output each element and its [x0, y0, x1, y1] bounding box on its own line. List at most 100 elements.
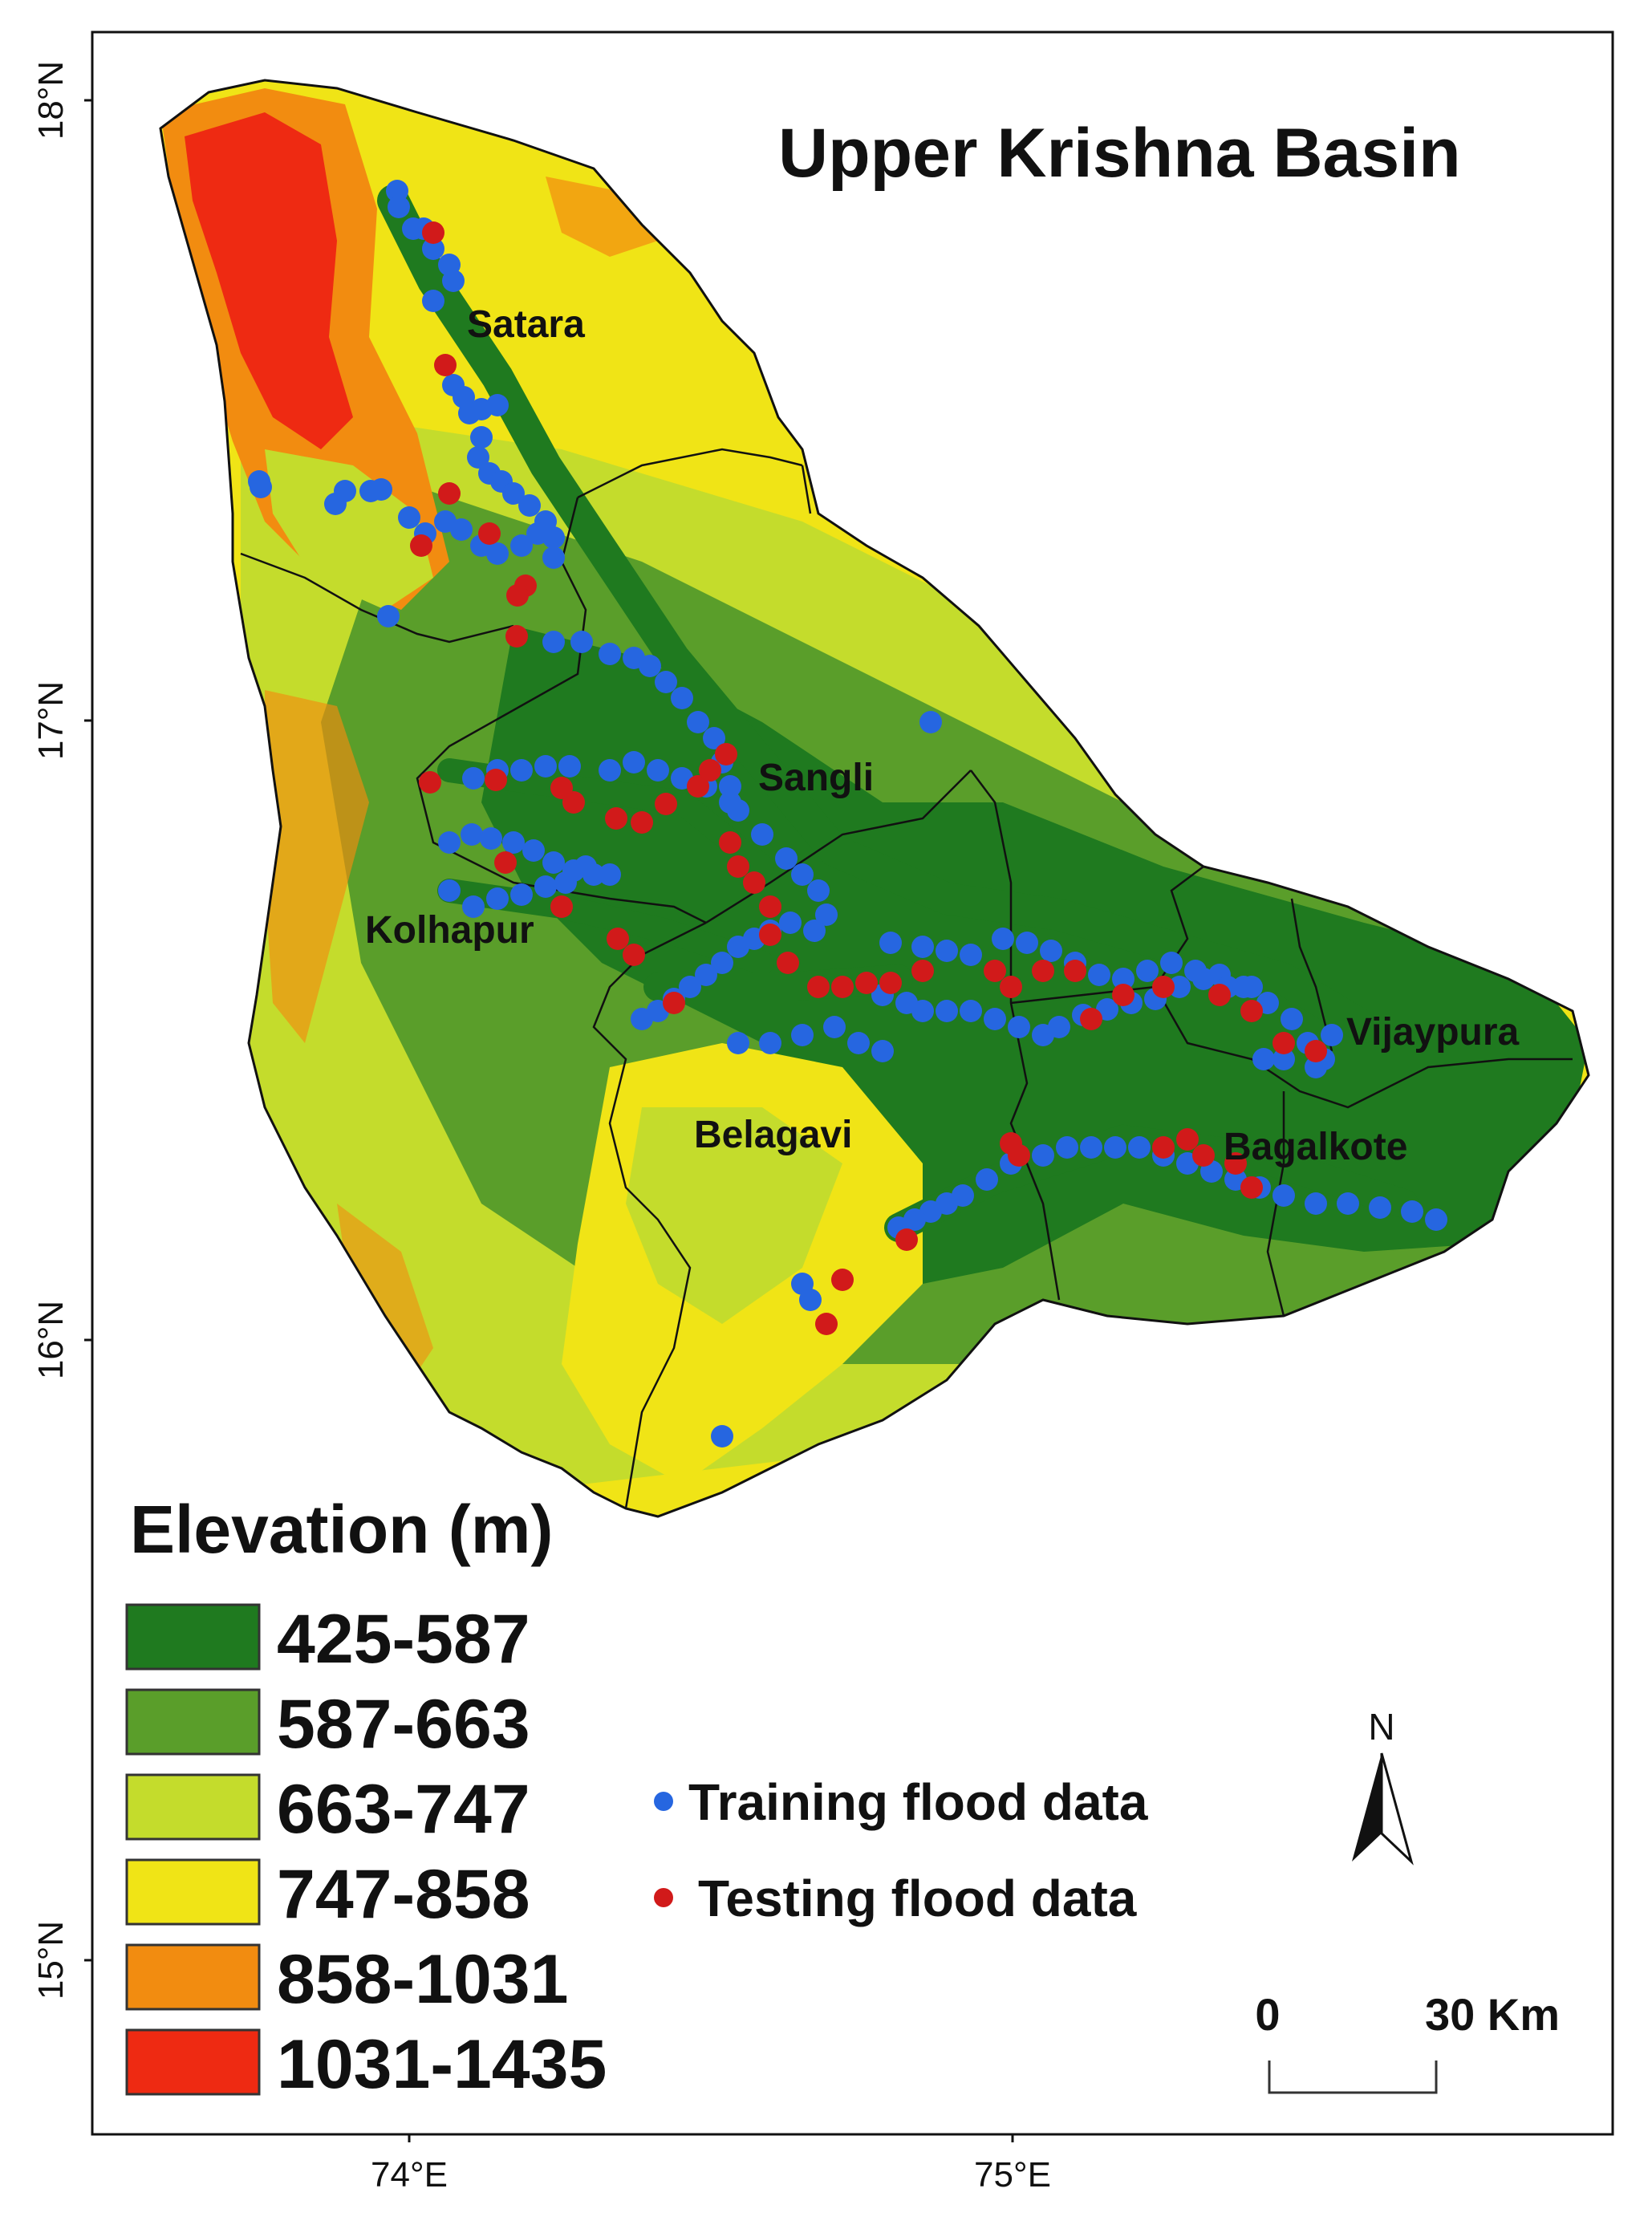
- legend-training-marker: [654, 1792, 673, 1811]
- scale-end-label: 30 Km: [1425, 1989, 1560, 2040]
- training-point-35: [250, 476, 272, 498]
- training-point-87: [462, 767, 485, 790]
- testing-point-39: [1305, 1040, 1327, 1062]
- testing-point-26: [855, 972, 878, 994]
- training-point-55: [779, 912, 802, 934]
- lon-tick-74: 74°E: [371, 2155, 448, 2195]
- testing-point-19: [727, 855, 749, 878]
- testing-point-28: [911, 960, 934, 982]
- latitude-axis: 18°N 17°N 16°N 15°N: [31, 61, 92, 2000]
- testing-point-38: [1272, 1032, 1295, 1054]
- testing-point-52: [623, 944, 645, 966]
- training-point-17: [502, 482, 525, 505]
- legend-title: Elevation (m): [130, 1492, 553, 1567]
- testing-point-32: [1064, 960, 1086, 982]
- training-point-54: [803, 920, 826, 942]
- legend-swatch-0: [125, 1603, 261, 1671]
- training-point-93: [911, 936, 934, 958]
- training-point-82: [623, 751, 645, 773]
- training-point-44: [687, 711, 709, 733]
- lat-tick-15: 15°N: [31, 1921, 71, 2000]
- testing-point-51: [550, 895, 573, 918]
- lat-tick-16: 16°N: [31, 1301, 71, 1379]
- training-point-127: [960, 1000, 982, 1022]
- training-point-45: [703, 727, 725, 749]
- testing-point-3: [410, 534, 432, 557]
- training-point-100: [1088, 964, 1110, 986]
- testing-point-23: [777, 952, 799, 974]
- training-point-98: [1040, 940, 1062, 962]
- training-point-1: [388, 196, 410, 218]
- testing-point-8: [419, 771, 441, 794]
- testing-point-22: [759, 924, 781, 946]
- training-point-69: [522, 839, 545, 862]
- training-point-60: [695, 964, 717, 986]
- training-point-86: [719, 791, 741, 814]
- training-point-14: [467, 446, 489, 469]
- testing-point-16: [699, 759, 721, 782]
- training-point-115: [1240, 976, 1263, 998]
- legend-swatch-3: [125, 1858, 261, 1926]
- testing-point-47: [895, 1228, 918, 1251]
- testing-point-43: [1224, 1152, 1247, 1175]
- elevation-legend: Elevation (m) 425-587 587-663 663-747 747-8…: [125, 1492, 607, 2103]
- testing-point-0: [422, 221, 444, 244]
- testing-point-48: [831, 1269, 854, 1291]
- training-point-12: [486, 394, 509, 416]
- training-point-103: [1160, 952, 1183, 974]
- training-point-59: [711, 952, 733, 974]
- training-point-42: [655, 671, 677, 693]
- training-point-23: [510, 534, 533, 557]
- legend-class-label-0: 425-587: [277, 1601, 530, 1678]
- scale-bar: 0 30 Km: [1255, 1989, 1560, 2094]
- training-point-78: [534, 875, 557, 898]
- training-point-148: [1425, 1208, 1447, 1231]
- testing-point-53: [663, 992, 685, 1014]
- training-point-36: [377, 605, 400, 627]
- training-point-137: [1128, 1136, 1151, 1159]
- training-point-43: [671, 687, 693, 709]
- longitude-axis: 74°E 75°E: [371, 2134, 1051, 2195]
- training-point-79: [554, 871, 577, 894]
- testing-point-27: [879, 972, 902, 994]
- training-point-114: [1252, 1048, 1275, 1070]
- testing-point-35: [1152, 976, 1175, 998]
- training-point-72: [461, 823, 483, 846]
- training-point-31: [359, 480, 382, 502]
- testing-point-1: [434, 354, 457, 376]
- training-point-160: [791, 1024, 814, 1046]
- training-point-126: [984, 1008, 1006, 1030]
- testing-flood-points: [410, 221, 1327, 1335]
- testing-point-18: [719, 831, 741, 854]
- testing-point-11: [562, 791, 585, 814]
- training-point-58: [727, 936, 749, 958]
- training-point-96: [992, 928, 1014, 950]
- legend-training-label: Training flood data: [688, 1773, 1148, 1831]
- legend-class-label-2: 663-747: [277, 1771, 530, 1848]
- training-point-7: [422, 290, 444, 312]
- testing-point-9: [485, 769, 507, 791]
- testing-point-6: [506, 584, 529, 607]
- training-point-124: [1032, 1024, 1054, 1046]
- training-point-29: [398, 506, 420, 529]
- training-point-53: [815, 903, 838, 926]
- training-point-163: [871, 1040, 894, 1062]
- training-point-117: [1192, 968, 1215, 990]
- legend-class-label-5: 1031-1435: [277, 2026, 607, 2103]
- training-point-108: [1281, 1008, 1303, 1030]
- training-point-37: [542, 631, 565, 653]
- training-point-102: [1136, 960, 1159, 982]
- training-point-22: [526, 522, 549, 545]
- district-label-vijaypura: Vijaypura: [1346, 1011, 1520, 1054]
- testing-point-30: [1000, 976, 1022, 998]
- district-label-kolhapur: Kolhapur: [365, 909, 534, 952]
- training-point-73: [438, 831, 461, 854]
- training-point-68: [542, 851, 565, 874]
- testing-point-15: [687, 775, 709, 798]
- training-point-74: [438, 879, 461, 902]
- district-boundaries: [240, 448, 1573, 1509]
- training-point-92: [879, 932, 902, 954]
- training-point-90: [534, 755, 557, 778]
- testing-point-41: [1176, 1128, 1199, 1151]
- training-point-89: [510, 759, 533, 782]
